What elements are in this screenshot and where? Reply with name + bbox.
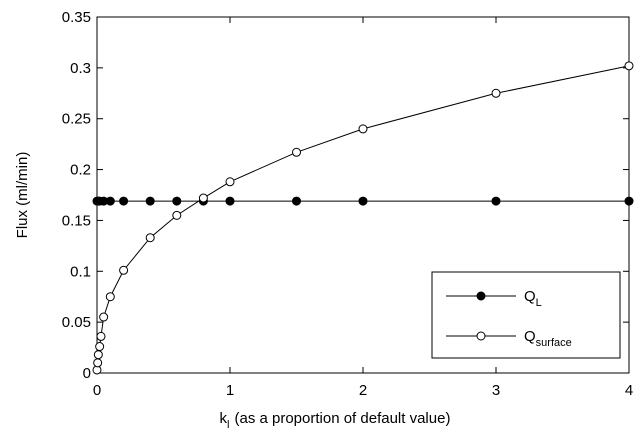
legend-label: QL [524,288,542,309]
y-tick-label: 0.3 [70,60,91,77]
x-tick-label: 3 [492,382,500,399]
y-axis-label: Flux (ml/min) [14,152,31,239]
x-label-main: k [220,410,228,427]
data-point [225,196,235,206]
legend-name: Q [524,328,536,345]
data-point [145,196,155,206]
data-point [491,88,501,98]
legend-label: Qsurface [524,328,572,349]
data-point [95,342,105,352]
data-point [198,193,208,203]
y-tick-label: 0.2 [70,162,91,179]
data-point [119,196,129,206]
x-tick-label: 2 [359,382,367,399]
data-point [292,147,301,157]
data-point [93,358,103,368]
data-point [624,196,634,206]
legend-name: Q [524,288,536,305]
data-point [119,265,129,275]
y-tick-label: 0.05 [62,314,91,331]
data-point [358,196,368,206]
legend-subscript: surface [536,337,572,349]
y-tick-label: 0.1 [70,263,91,280]
data-point [99,312,109,322]
data-point [172,210,182,220]
x-tick-label: 4 [625,382,633,399]
x-label-sub: l [227,419,229,431]
data-point [96,331,106,341]
data-point [172,196,182,206]
data-point [292,196,301,206]
y-tick-label: 0.15 [62,212,91,229]
x-tick-label: 0 [93,382,101,399]
y-tick-label: 0 [83,365,91,382]
data-point [105,196,115,206]
legend-box [431,271,621,359]
legend-marker [476,331,486,341]
x-tick-label: 1 [226,382,234,399]
data-point [624,61,634,71]
data-point [358,124,368,134]
data-point [93,350,103,360]
y-tick-label: 0.35 [62,9,91,26]
legend-subscript: L [536,297,542,309]
legend-marker [476,291,486,301]
data-point [105,292,115,302]
x-label-rest: (as a proportion of default value) [234,410,450,427]
y-tick-label: 0.25 [62,111,91,128]
data-point [225,177,235,187]
x-axis-label: kl (as a proportion of default value) [220,410,451,431]
data-point [491,196,501,206]
data-point [145,233,155,243]
